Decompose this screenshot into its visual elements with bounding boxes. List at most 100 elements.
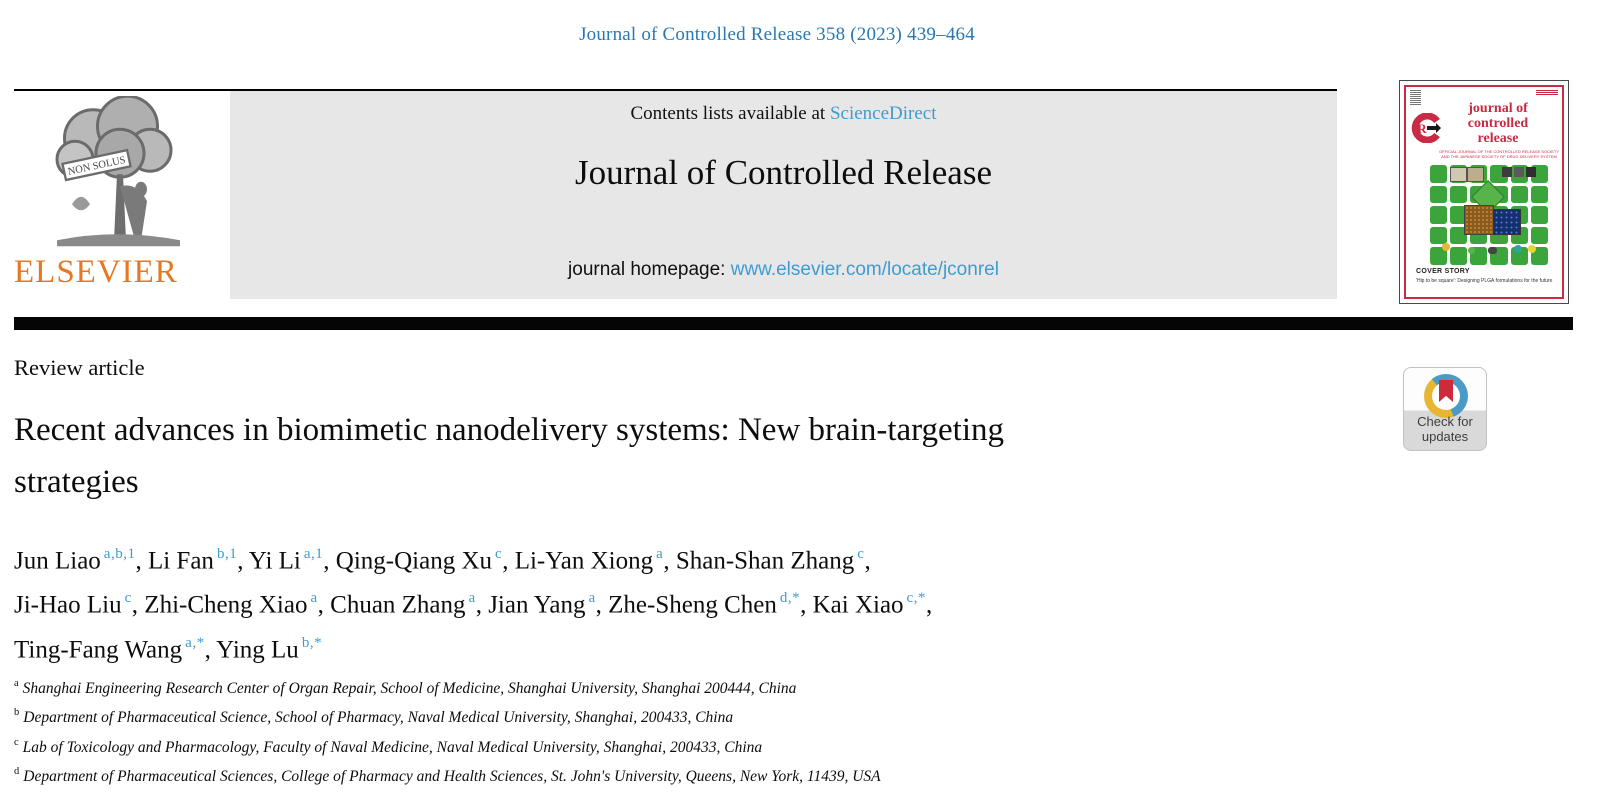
author-separator: , [323, 547, 336, 575]
cover-dot-icon [1514, 245, 1522, 253]
author-separator: , [204, 635, 217, 663]
author-separator: , [131, 591, 145, 619]
check-for-updates-badge[interactable]: Check for updates [1403, 367, 1487, 451]
affiliation-line: b Department of Pharmaceutical Science, S… [14, 701, 881, 730]
author-list: Jun Liao a,b,1, Li Fan b,1, Yi Li a,1, Qing… [14, 536, 932, 669]
journal-banner: Contents lists available at ScienceDirec… [230, 91, 1337, 299]
elsevier-tree-icon: NON SOLUS [55, 96, 180, 247]
author-name: Li Fan [147, 547, 214, 575]
cover-texture-image-icon [1464, 205, 1494, 235]
cover-grid-cell [1430, 206, 1448, 224]
journal-cover-thumbnail[interactable]: R journal of controlled release OFFICIAL… [1399, 80, 1569, 304]
author-affiliation-sup: a [656, 546, 664, 562]
author-name: Chuan Zhang [330, 591, 466, 619]
check-for-updates-line1: Check for [1417, 414, 1473, 429]
author-name: Kai Xiao [812, 591, 904, 619]
cover-grid-cell [1430, 247, 1448, 265]
author-separator: , [502, 547, 515, 575]
cover-title-line3: release [1477, 131, 1519, 146]
author-affiliation-sup: b,* [301, 634, 323, 651]
cover-grid-cell [1430, 185, 1448, 204]
journal-banner-title: Journal of Controlled Release [575, 153, 992, 192]
affiliation-list: a Shanghai Engineering Research Center of… [14, 672, 881, 790]
author-separator: , [475, 591, 489, 619]
masthead-top-rule [14, 89, 1337, 91]
cover-story-label: COVER STORY [1416, 268, 1470, 275]
author-separator: , [925, 591, 933, 619]
author-name: Shan-Shan Zhang [675, 547, 855, 575]
cover-story-text: 'Hip to be square': Designing PLGA formu… [1416, 278, 1553, 284]
cover-sem-image-icon [1467, 167, 1484, 182]
author-affiliation-sup: a,b,1 [103, 546, 136, 562]
author-affiliation-sup: c [857, 546, 865, 562]
cover-dot-icon [1468, 247, 1475, 254]
affiliation-text: Department of Pharmaceutical Science, Sc… [23, 709, 734, 727]
cover-texture-image-icon [1493, 209, 1521, 235]
elsevier-logo: NON SOLUS ELSEVIER [14, 96, 220, 300]
cover-title-line1: journal of [1468, 101, 1528, 116]
author-line: Ji-Hao Liu c, Zhi-Cheng Xiao a, Chuan Zhan… [14, 580, 932, 624]
homepage-link[interactable]: www.elsevier.com/locate/jconrel [730, 259, 999, 280]
author-separator: , [237, 547, 249, 575]
author-name: Ji-Hao Liu [14, 591, 122, 619]
cover-grid-cell [1430, 226, 1448, 245]
affiliation-sup: c [14, 736, 19, 748]
journal-cover: R journal of controlled release OFFICIAL… [1404, 85, 1564, 299]
cover-cr-logo-icon: R [1411, 113, 1441, 143]
cover-title-line2: controlled [1467, 116, 1529, 131]
author-affiliation-sup: b,1 [216, 546, 238, 562]
elsevier-wordmark: ELSEVIER [14, 254, 178, 290]
cover-subtitle: OFFICIAL JOURNAL OF THE CONTROLLED RELEA… [1436, 149, 1562, 159]
author-affiliation-sup: c,* [906, 590, 926, 607]
author-affiliation-sup: a [310, 590, 318, 607]
cover-micrograph-icon [1526, 167, 1536, 177]
author-separator: , [864, 547, 871, 575]
cover-micrograph-icon [1514, 167, 1524, 177]
cover-graphic-overlay [1428, 163, 1546, 263]
article-title: Recent advances in biomimetic nanodelive… [14, 412, 1005, 500]
cover-grid-cell [1450, 226, 1468, 245]
author-name: Zhe-Sheng Chen [608, 591, 777, 619]
author-name: Yi Li [248, 547, 301, 575]
author-affiliation-sup: a [468, 590, 476, 607]
cover-grid-cell [1530, 185, 1548, 204]
author-line: Jun Liao a,b,1, Li Fan b,1, Yi Li a,1, Qing… [14, 536, 932, 580]
author-affiliation-sup: c [495, 546, 503, 562]
cover-elsevier-mark-icon [1410, 90, 1421, 105]
cover-grid-cell [1530, 206, 1548, 224]
author-name: Ting-Fang Wang [14, 635, 183, 663]
author-name: Li-Yan Xiong [514, 547, 654, 575]
cover-grid-cell [1450, 247, 1468, 265]
author-affiliation-sup: a,1 [303, 546, 324, 562]
contents-prefix: Contents lists available at [630, 103, 830, 124]
homepage-line: journal homepage: www.elsevier.com/locat… [230, 259, 1337, 281]
cover-sem-image-icon [1450, 167, 1467, 182]
affiliation-text: Department of Pharmaceutical Sciences, C… [23, 768, 881, 786]
affiliation-text: Lab of Toxicology and Pharmacology, Facu… [22, 739, 763, 757]
crossmark-bookmark-icon [1439, 380, 1453, 402]
author-affiliation-sup: a,* [185, 634, 205, 651]
check-for-updates-line2: updates [1421, 429, 1469, 444]
cover-grid-cell [1530, 226, 1548, 245]
author-line: Ting-Fang Wang a,*, Ying Lu b,* [14, 625, 932, 669]
affiliation-line: d Department of Pharmaceutical Sciences, … [14, 760, 881, 789]
article-type-label: Review article [14, 355, 145, 380]
author-separator: , [317, 591, 331, 619]
affiliation-sup: d [14, 766, 20, 778]
affiliation-line: a Shanghai Engineering Research Center of… [14, 672, 881, 701]
author-name: Qing-Qiang Xu [335, 547, 493, 575]
contents-line: Contents lists available at ScienceDirec… [230, 103, 1337, 125]
cover-grid-cell [1430, 165, 1448, 183]
author-affiliation-sup: d,* [779, 590, 801, 607]
sciencedirect-link[interactable]: ScienceDirect [829, 103, 937, 124]
homepage-prefix: journal homepage: [568, 259, 731, 280]
cover-dot-icon [1528, 245, 1536, 253]
check-for-updates-label: Check for updates [1404, 414, 1486, 444]
cover-grid-cell [1450, 206, 1468, 224]
journal-citation: Journal of Controlled Release 358 (2023)… [579, 24, 975, 45]
cover-title: journal of controlled release [1440, 101, 1556, 146]
author-separator: , [663, 547, 676, 575]
affiliation-line: c Lab of Toxicology and Pharmacology, Fac… [14, 731, 881, 760]
cover-dot-icon [1488, 247, 1497, 254]
